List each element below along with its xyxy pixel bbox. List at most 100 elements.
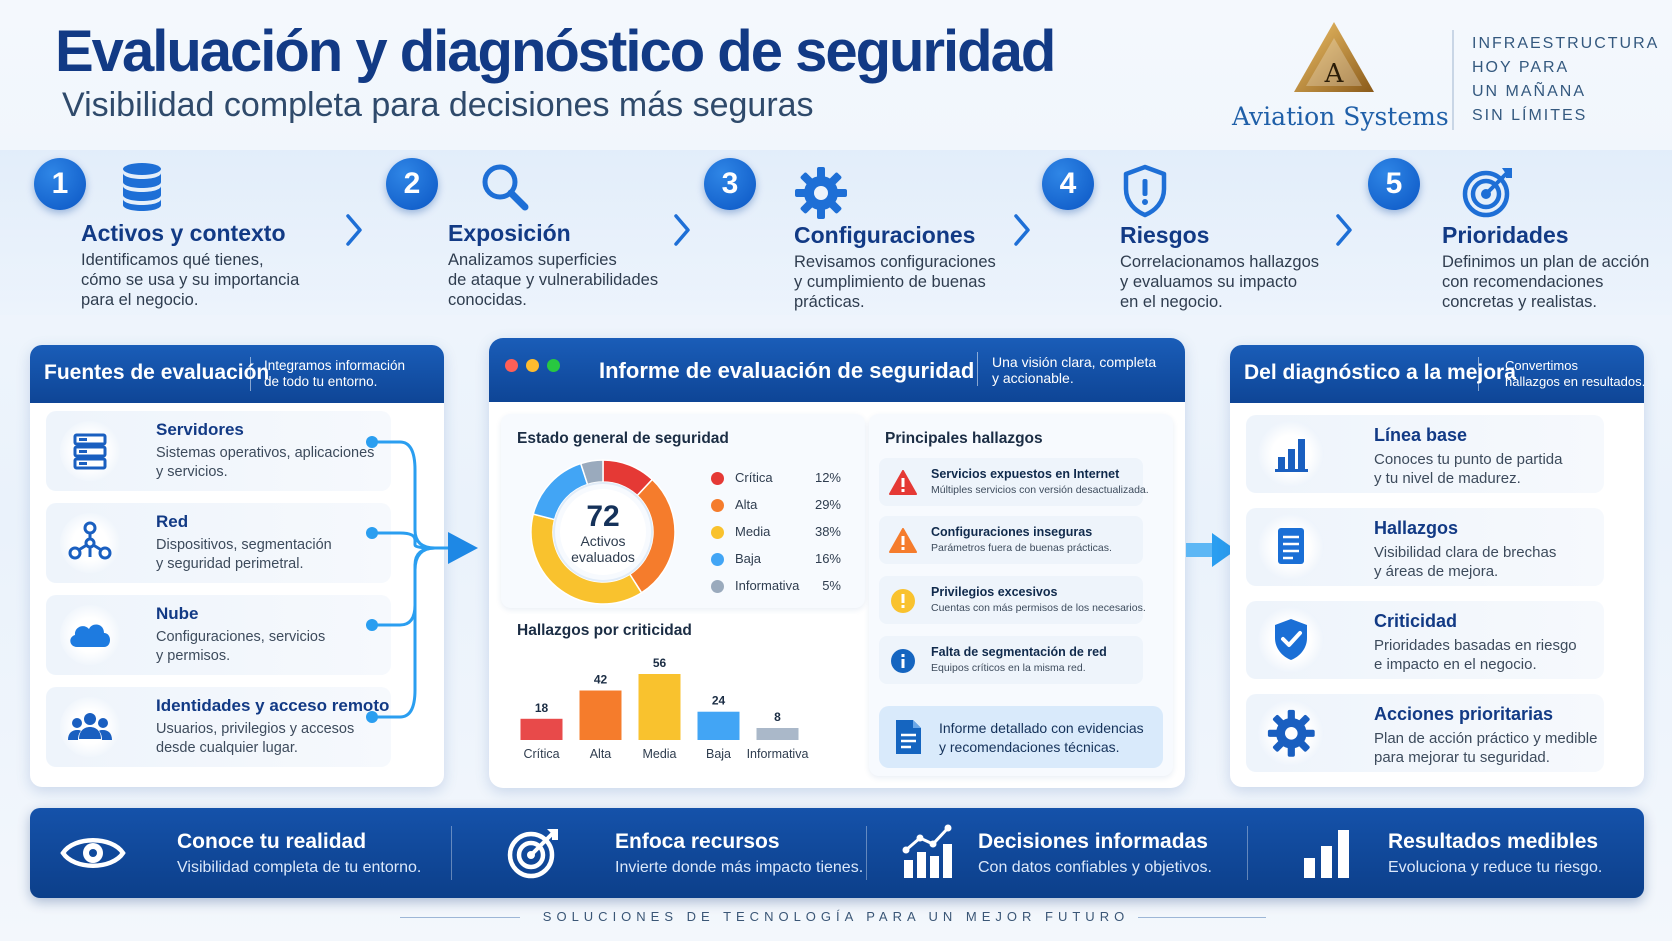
improvement-description: Prioridades basadas en riesgo e impacto … <box>1374 636 1577 674</box>
desc-line: y permisos. <box>156 648 231 664</box>
benefit-title: Enfoca recursos <box>615 830 780 853</box>
users-icon <box>60 697 120 757</box>
improvement-card-criticality[interactable]: Criticidad Prioridades basadas en riesgo… <box>1246 601 1604 679</box>
source-card-cloud[interactable]: Nube Configuraciones, servicios y permis… <box>46 595 391 675</box>
desc-line: y servicios. <box>156 464 228 480</box>
source-title: Red <box>156 512 189 531</box>
improvement-title: Criticidad <box>1374 611 1458 631</box>
legend-label: Alta <box>735 497 758 512</box>
desc-line: para mejorar tu seguridad. <box>1374 749 1550 766</box>
flow-arrow-icon <box>1186 533 1236 567</box>
finding-description: Equipos críticos en la misma red. <box>931 662 1086 674</box>
source-description: Configuraciones, servicios y permisos. <box>156 628 325 666</box>
step-desc-line: Revisamos configuraciones <box>794 253 996 271</box>
link-line: y recomendaciones técnicas. <box>939 739 1120 755</box>
page-title: Evaluación y diagnóstico de seguridad <box>55 19 1056 84</box>
step-desc-line: y cumplimiento de buenas <box>794 273 986 291</box>
desc-line: Visibilidad clara de brechas <box>1374 544 1557 561</box>
server-icon <box>60 421 120 481</box>
window-close-button[interactable] <box>505 359 518 372</box>
bar-value-label: 8 <box>774 710 781 724</box>
desc-line: desde cualquier lugar. <box>156 740 298 756</box>
step-title: Activos y contexto <box>81 220 286 246</box>
finding-title: Falta de segmentación de red <box>931 645 1107 659</box>
logo-triangle-icon: A <box>1294 22 1374 92</box>
donut-total-value: 72 <box>586 500 619 533</box>
brand-divider <box>1452 30 1454 130</box>
benefit-item: Enfoca recursos Invierte donde más impac… <box>506 808 866 898</box>
step-desc-line: Definimos un plan de acción <box>1442 253 1650 271</box>
source-card-network[interactable]: Red Dispositivos, segmentación y segurid… <box>46 503 391 583</box>
chevron-right-icon <box>346 214 362 246</box>
step-description: Identificamos qué tienes, cómo se usa y … <box>81 250 299 310</box>
bar-value-label: 42 <box>594 673 608 687</box>
desc-line: Configuraciones, servicios <box>156 629 326 645</box>
warning-icon <box>889 528 917 553</box>
document-icon <box>896 720 921 754</box>
step-number: 4 <box>1042 158 1094 210</box>
legend-item: Crítica 12% <box>711 468 841 488</box>
improvement-panel-title: Del diagnóstico a la mejora <box>1244 361 1516 384</box>
source-card-servers[interactable]: Servidores Sistemas operativos, aplicaci… <box>46 411 391 491</box>
step-2: 2 Exposición Analizamos superficies de a… <box>386 158 686 309</box>
benefit-description: Invierte donde más impacto tienes. <box>615 859 864 876</box>
step-title: Riesgos <box>1120 222 1210 248</box>
finding-item[interactable]: Configuraciones inseguras Parámetros fue… <box>879 516 1143 564</box>
bar-3 <box>697 711 740 740</box>
benefit-title: Decisiones informadas <box>978 830 1208 853</box>
step-desc-line: conocidas. <box>448 291 527 309</box>
step-desc-line: Identificamos qué tienes, <box>81 251 264 269</box>
security-status-card: Estado general de seguridad 72 Activos e… <box>501 414 865 608</box>
top-findings-card: Principales hallazgos Servicios expuesto… <box>869 414 1173 776</box>
bar-value-label: 24 <box>712 694 726 708</box>
top-findings-title: Principales hallazgos <box>885 430 1043 447</box>
chevron-right-icon <box>1014 214 1030 246</box>
source-description: Usuarios, privilegios y accesos desde cu… <box>156 720 354 758</box>
legend-swatch <box>711 499 724 512</box>
source-card-identities[interactable]: Identidades y acceso remoto Usuarios, pr… <box>46 687 391 767</box>
step-desc-line: con recomendaciones <box>1442 273 1604 291</box>
database-icon <box>123 163 161 211</box>
desc-line: y tu nivel de madurez. <box>1374 470 1521 487</box>
improvement-card-baseline[interactable]: Línea base Conoces tu punto de partida y… <box>1246 415 1604 493</box>
finding-title: Configuraciones inseguras <box>931 525 1093 539</box>
improvement-card-findings[interactable]: Hallazgos Visibilidad clara de brechas y… <box>1246 508 1604 586</box>
legend-label: Informativa <box>735 578 800 593</box>
finding-item[interactable]: Servicios expuestos en Internet Múltiple… <box>879 458 1149 506</box>
benefit-description: Con datos confiables y objetivos. <box>978 859 1212 876</box>
shield-alert-icon <box>1123 164 1167 218</box>
legend-value: 16% <box>814 551 841 566</box>
window-maximize-button[interactable] <box>547 359 560 372</box>
logo-letter: A <box>1324 59 1345 89</box>
tagline-line: HOY PARA <box>1472 59 1570 76</box>
finding-item[interactable]: Falta de segmentación de red Equipos crí… <box>879 636 1143 684</box>
finding-description: Parámetros fuera de buenas prácticas. <box>931 542 1112 554</box>
band-divider <box>866 826 867 880</box>
brand-name: Aviation Systems <box>1232 102 1449 131</box>
finding-item[interactable]: Privilegios excesivos Cuentas con más pe… <box>879 576 1146 624</box>
network-icon <box>60 513 120 573</box>
sources-panel-header: Fuentes de evaluación Integramos informa… <box>30 345 444 403</box>
legend-value: 12% <box>814 470 841 485</box>
step-title: Exposición <box>448 220 571 246</box>
step-desc-line: de ataque y vulnerabilidades <box>448 271 659 289</box>
bar-2 <box>638 674 681 740</box>
bar-4 <box>756 728 799 740</box>
detailed-report-link[interactable]: Informe detallado con evidencias y recom… <box>879 706 1163 768</box>
tagline-line: UN MAÑANA <box>1472 83 1587 100</box>
legend-value: 38% <box>814 524 841 539</box>
improvement-card-actions[interactable]: Acciones prioritarias Plan de acción prá… <box>1246 694 1604 772</box>
desc-line: y áreas de mejora. <box>1374 563 1499 580</box>
note-line: hallazgos en resultados. <box>1505 374 1644 389</box>
sources-panel-note: Integramos información de todo tu entorn… <box>264 358 405 390</box>
report-link-text: Informe detallado con evidencias y recom… <box>939 719 1144 757</box>
improvement-title: Acciones prioritarias <box>1374 704 1554 724</box>
source-description: Dispositivos, segmentación y seguridad p… <box>156 536 332 574</box>
step-title: Prioridades <box>1442 222 1569 248</box>
donut-inner-ring <box>553 482 653 582</box>
footer-rule-left <box>400 917 520 918</box>
gear-icon <box>795 167 847 219</box>
window-minimize-button[interactable] <box>526 359 539 372</box>
note-line: de todo tu entorno. <box>264 374 378 389</box>
improvement-description: Conoces tu punto de partida y tu nivel d… <box>1374 450 1562 488</box>
